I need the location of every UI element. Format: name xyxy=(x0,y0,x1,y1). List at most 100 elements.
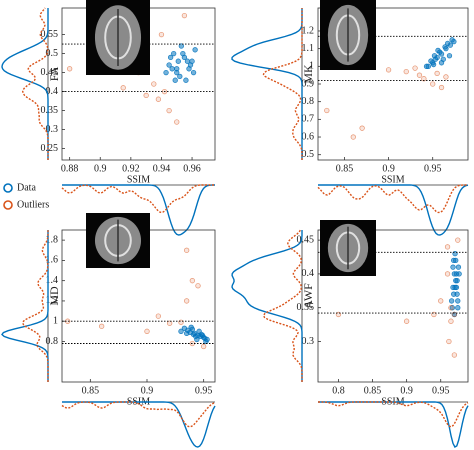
outlier-point xyxy=(403,318,410,324)
y-tick-label: 1.6 xyxy=(46,255,59,266)
y-tick-label: 0.45 xyxy=(297,234,315,245)
y-axis-label: MD xyxy=(47,286,61,306)
x-tick-label: 0.9 xyxy=(141,385,154,396)
marginal-density-x xyxy=(318,184,469,236)
x-tick-label: 0.95 xyxy=(432,385,450,396)
data-point xyxy=(166,62,172,68)
data-point xyxy=(185,327,191,333)
outlier-point xyxy=(448,305,454,311)
outlier-point xyxy=(438,84,445,91)
outlier-point xyxy=(155,96,162,102)
marginal-density-x xyxy=(61,401,216,428)
outlier-point xyxy=(174,119,180,125)
outlier-point xyxy=(99,323,105,329)
y-axis-label: MK xyxy=(301,64,315,84)
x-tick-label: 0.96 xyxy=(183,163,201,174)
data-point xyxy=(178,328,184,334)
data-point xyxy=(184,58,191,64)
y-tick-label: 0.55 xyxy=(41,29,59,40)
legend-marker xyxy=(3,200,13,210)
x-tick-label: 0.85 xyxy=(336,163,354,174)
outlier-point xyxy=(434,70,440,77)
data-point xyxy=(177,73,183,80)
y-tick-label: 0.8 xyxy=(302,96,315,107)
data-point xyxy=(455,305,461,311)
marginal-density-y xyxy=(21,230,49,382)
outlier-point xyxy=(166,107,172,114)
outlier-point xyxy=(144,328,150,334)
outlier-point xyxy=(120,85,126,91)
y-tick-label: 1.2 xyxy=(302,25,315,36)
outlier-point xyxy=(359,125,365,131)
outlier-point xyxy=(181,12,188,19)
y-tick-label: 0.3 xyxy=(46,124,59,135)
x-tick-label: 0.94 xyxy=(153,163,171,174)
outlier-point xyxy=(412,65,418,71)
outlier-point xyxy=(184,247,190,253)
data-point xyxy=(450,264,456,270)
data-point xyxy=(453,278,459,284)
data-point xyxy=(203,338,209,345)
x-tick-label: 0.8 xyxy=(332,385,345,396)
data-point xyxy=(175,58,181,64)
x-tick-label: 0.85 xyxy=(82,385,100,396)
outlier-point xyxy=(448,318,454,324)
marginal-density-x xyxy=(62,401,216,448)
data-point xyxy=(452,284,458,291)
outlier-point xyxy=(158,31,165,38)
data-point xyxy=(448,298,455,304)
outlier-point xyxy=(451,352,458,358)
data-point xyxy=(180,50,186,57)
outlier-point xyxy=(189,278,195,284)
data-point xyxy=(190,69,197,76)
marginal-density-x xyxy=(317,184,468,214)
y-tick-label: 0.25 xyxy=(41,143,59,154)
outlier-point xyxy=(438,298,444,304)
marginal-density-x xyxy=(318,401,469,428)
data-point xyxy=(163,69,169,76)
outlier-point xyxy=(155,313,161,319)
y-tick-label: 0.45 xyxy=(41,67,59,78)
y-tick-label: 1.4 xyxy=(46,275,59,286)
marginal-density-x xyxy=(61,184,215,214)
data-point xyxy=(187,62,194,68)
y-axis-label: AWF xyxy=(301,283,315,309)
data-point xyxy=(435,47,441,54)
outlier-point xyxy=(421,76,427,82)
x-tick-label: 0.9 xyxy=(94,163,107,174)
x-tick-label: 0.9 xyxy=(400,385,413,396)
legend: Data Outliers xyxy=(3,182,49,210)
data-point xyxy=(196,328,202,334)
data-point xyxy=(445,40,451,46)
x-axis-label: SSIM xyxy=(381,174,404,185)
data-point xyxy=(174,66,180,72)
data-point xyxy=(428,58,434,64)
data-point xyxy=(455,298,461,304)
y-tick-label: 0.9 xyxy=(302,78,315,89)
outlier-point xyxy=(385,67,392,73)
data-point xyxy=(430,61,437,68)
x-tick-label: 0.95 xyxy=(424,163,442,174)
y-tick-label: 1.2 xyxy=(46,295,59,306)
outlier-point xyxy=(184,298,190,304)
data-point xyxy=(454,291,460,297)
outlier-point xyxy=(444,271,451,277)
y-tick-label: 1.1 xyxy=(302,43,315,54)
y-tick-label: 0.35 xyxy=(41,105,59,116)
data-point xyxy=(432,56,439,62)
y-tick-label: 0.4 xyxy=(302,268,315,279)
data-point xyxy=(449,305,455,311)
x-axis-label: SSIM xyxy=(127,174,150,185)
y-tick-label: 0.3 xyxy=(302,336,315,347)
legend-label: Outliers xyxy=(17,199,49,210)
y-tick-label: 1 xyxy=(53,315,58,326)
data-point xyxy=(446,53,453,59)
data-point xyxy=(197,333,203,340)
panel: 0.25 0.3 0.35 0.4 0.45 0.5 0.55 0.88 0.9 0.92 0.94… xyxy=(1,0,216,236)
y-tick-label: 0.5 xyxy=(302,149,315,160)
y-tick-label: 0.35 xyxy=(297,302,315,313)
data-point xyxy=(442,44,448,50)
data-point xyxy=(438,60,445,66)
